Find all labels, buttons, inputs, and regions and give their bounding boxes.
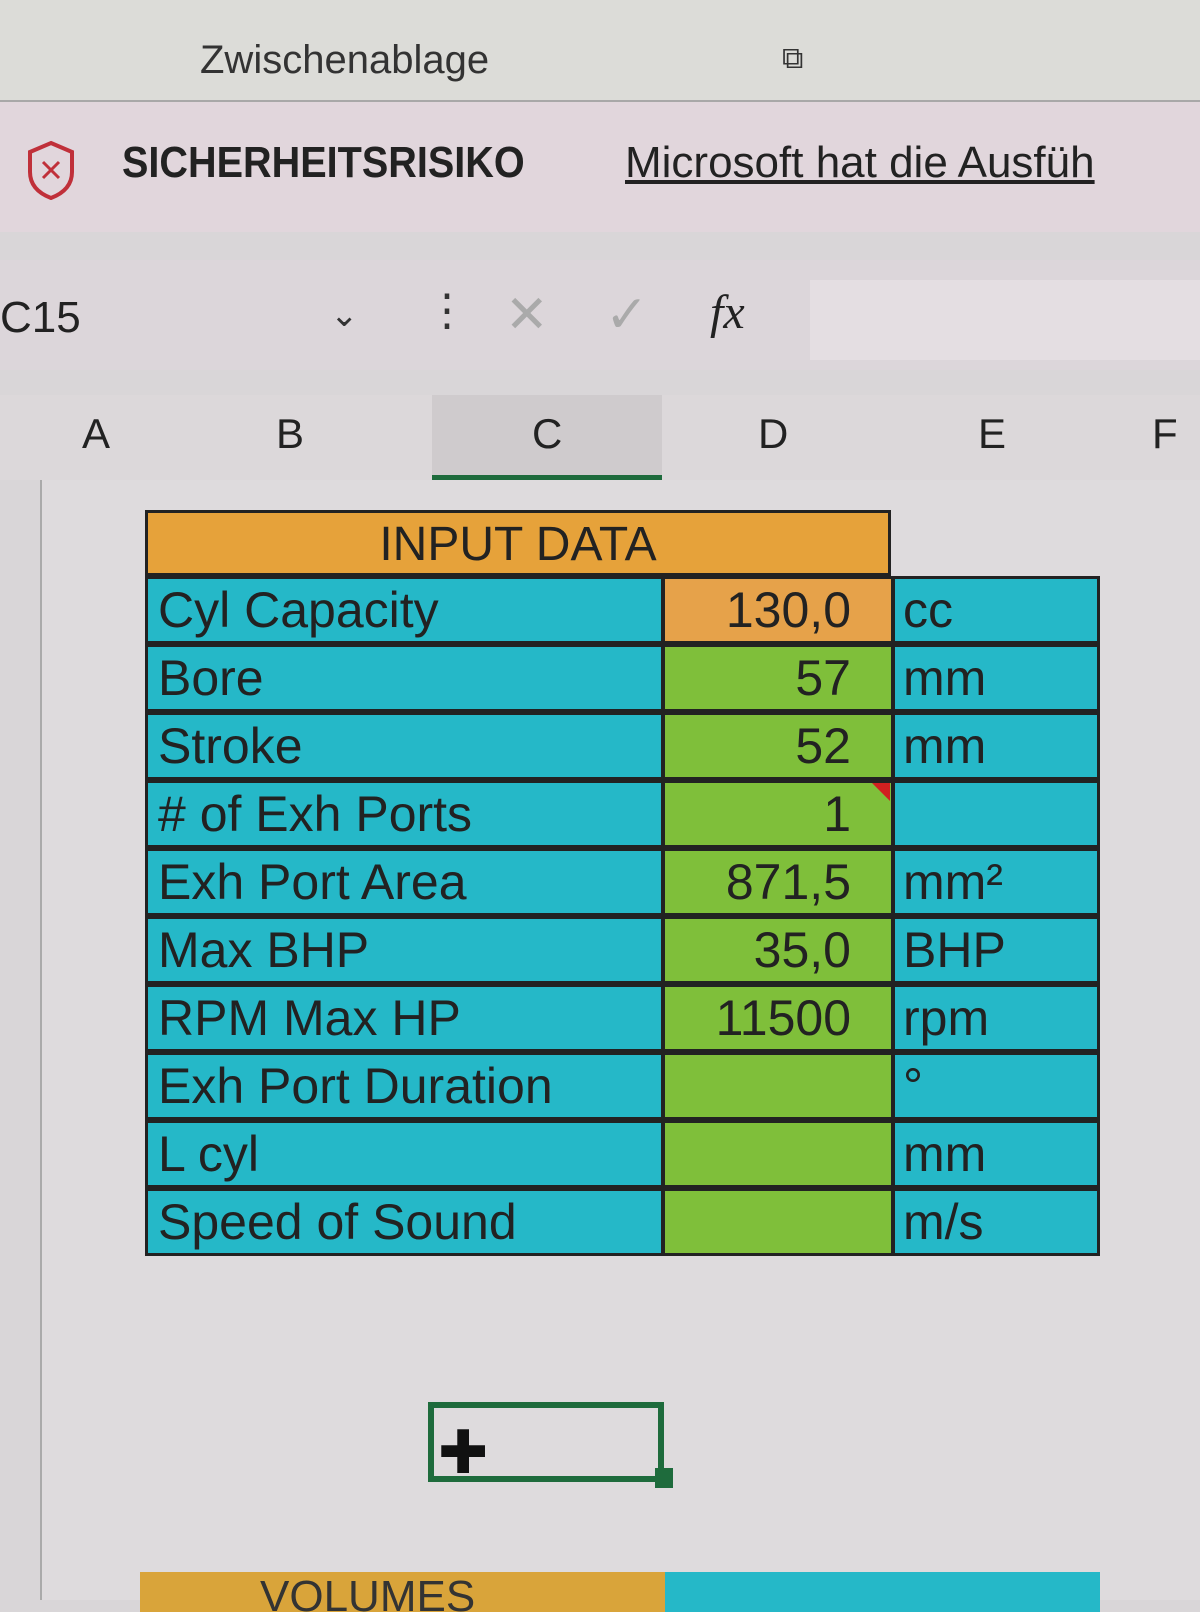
- cell-value[interactable]: [662, 1052, 894, 1120]
- formula-input[interactable]: [810, 280, 1200, 360]
- cell-value[interactable]: 1: [662, 780, 894, 848]
- selected-cell[interactable]: [428, 1402, 664, 1482]
- dialog-launcher-icon[interactable]: ⧉: [782, 42, 804, 75]
- cell-unit[interactable]: mm: [892, 712, 1100, 780]
- cell-value[interactable]: [662, 1120, 894, 1188]
- more-options-icon[interactable]: ⋮: [425, 286, 469, 335]
- cell-label[interactable]: # of Exh Ports: [145, 780, 664, 848]
- column-header-b[interactable]: B: [276, 410, 305, 457]
- cell-label[interactable]: L cyl: [145, 1120, 664, 1188]
- cell-unit[interactable]: cc: [892, 576, 1100, 644]
- security-risk-link[interactable]: Microsoft hat die Ausfüh: [625, 138, 1095, 187]
- volumes-header-cell[interactable]: [665, 1572, 1100, 1612]
- cell-unit[interactable]: rpm: [892, 984, 1100, 1052]
- cell-unit[interactable]: BHP: [892, 916, 1100, 984]
- cell-unit[interactable]: mm²: [892, 848, 1100, 916]
- column-header-a[interactable]: A: [82, 410, 111, 457]
- column-header-c[interactable]: C: [532, 410, 563, 457]
- cancel-icon[interactable]: ✕: [505, 286, 549, 344]
- cell-label[interactable]: Exh Port Area: [145, 848, 664, 916]
- column-header-c-selected[interactable]: [432, 395, 662, 480]
- cell-unit[interactable]: mm: [892, 1120, 1100, 1188]
- cell-value[interactable]: 57: [662, 644, 894, 712]
- clipboard-group-label: Zwischenablage: [200, 38, 490, 82]
- comment-indicator-icon[interactable]: [872, 783, 890, 801]
- cell-value[interactable]: 35,0: [662, 916, 894, 984]
- cell-label[interactable]: Exh Port Duration: [145, 1052, 664, 1120]
- cell-label[interactable]: Bore: [145, 644, 664, 712]
- cell-cursor-icon: ✚: [438, 1419, 489, 1486]
- cell-label[interactable]: Cyl Capacity: [145, 576, 664, 644]
- cell-unit[interactable]: mm: [892, 644, 1100, 712]
- shield-x-icon: [28, 140, 74, 200]
- cell-value[interactable]: 52: [662, 712, 894, 780]
- column-header-e[interactable]: E: [978, 410, 1007, 457]
- cell-unit[interactable]: [892, 780, 1100, 848]
- cell-unit[interactable]: m/s: [892, 1188, 1100, 1256]
- cell-value[interactable]: [662, 1188, 894, 1256]
- volumes-header[interactable]: VOLUMES: [140, 1572, 665, 1612]
- enter-icon[interactable]: ✓: [605, 286, 649, 344]
- cell-value[interactable]: 871,5: [662, 848, 894, 916]
- name-box[interactable]: C15: [0, 293, 81, 342]
- column-header-d[interactable]: D: [758, 410, 789, 457]
- fill-handle[interactable]: [655, 1468, 673, 1488]
- security-risk-title: SICHERHEITSRISIKO: [122, 138, 525, 187]
- insert-function-icon[interactable]: fx: [710, 286, 745, 339]
- chevron-down-icon[interactable]: ⌄: [330, 296, 359, 334]
- column-header-f[interactable]: F: [1152, 410, 1178, 457]
- ribbon: [0, 0, 1200, 102]
- cell-label[interactable]: Speed of Sound: [145, 1188, 664, 1256]
- security-message-bar: [0, 102, 1200, 232]
- cell-label[interactable]: Max BHP: [145, 916, 664, 984]
- cell-value[interactable]: 130,0: [662, 576, 894, 644]
- cell-unit[interactable]: °: [892, 1052, 1100, 1120]
- table-header[interactable]: INPUT DATA: [145, 510, 891, 576]
- cell-label[interactable]: Stroke: [145, 712, 664, 780]
- cell-label[interactable]: RPM Max HP: [145, 984, 664, 1052]
- cell-value[interactable]: 11500: [662, 984, 894, 1052]
